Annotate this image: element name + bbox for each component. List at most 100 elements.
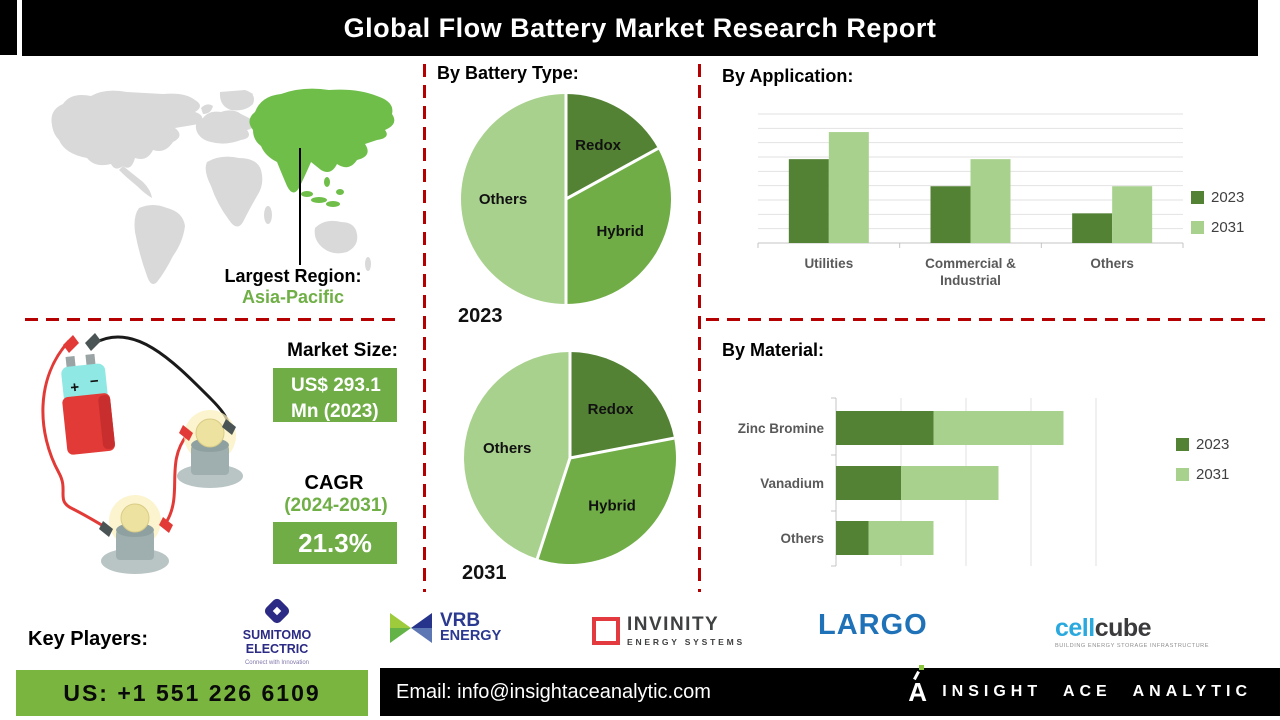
madagascar: [264, 206, 272, 224]
svg-text:+: +: [70, 379, 81, 397]
invinity-line2: ENERGY SYSTEMS: [627, 637, 745, 647]
sumitomo-line2: ELECTRIC: [245, 641, 309, 656]
page-title: Global Flow Battery Market Research Repo…: [343, 12, 937, 43]
legend-swatch-2023: [1191, 191, 1204, 204]
logo-vrb-energy: VRB ENERGY: [388, 610, 501, 646]
legend-row: 2031: [1176, 466, 1229, 483]
scandinavia: [231, 91, 253, 108]
invinity-square-icon: [592, 617, 620, 645]
continent-south-america: [134, 205, 185, 284]
divider-vertical-right: [698, 64, 701, 592]
largest-region-callout: Largest Region: Asia-Pacific: [193, 266, 393, 307]
dark-clip-2: [99, 521, 113, 537]
cagr-value-box: 21.3%: [273, 522, 397, 564]
heading-by-application: By Application:: [722, 66, 854, 86]
pie-2023-year-label: 2023: [458, 305, 503, 327]
light-bulb-2: [120, 503, 150, 533]
market-size-value-box: US$ 293.1 Mn (2023): [273, 368, 397, 422]
title-bar: Global Flow Battery Market Research Repo…: [22, 0, 1258, 56]
pie-2031-year-label: 2031: [462, 562, 507, 584]
sumitomo-tagline: Connect with Innovation: [244, 659, 310, 666]
svg-text:Others: Others: [483, 440, 531, 457]
svg-text:Zinc Bromine: Zinc Bromine: [738, 421, 825, 436]
battery: + −: [61, 353, 115, 455]
cagr-label: CAGR: [304, 472, 364, 494]
continent-north-america: [51, 90, 203, 169]
uk: [201, 104, 213, 114]
market-size-label: Market Size:: [287, 340, 398, 361]
region-asia-pacific: [249, 88, 395, 193]
red-wire-1: [41, 339, 106, 529]
cellcube-tagline: BUILDING ENERGY STORAGE INFRASTRUCTURE: [1055, 643, 1210, 649]
market-size-line1: US$ 293.1: [291, 375, 381, 396]
svg-text:Others: Others: [780, 531, 824, 546]
legend-row: 2023: [1176, 436, 1229, 453]
svg-text:−: −: [89, 373, 100, 391]
red-clip-2: [159, 517, 173, 533]
logo-largo: LARGO: [818, 609, 1280, 642]
application-legend: 2023 2031: [1191, 189, 1244, 249]
cagr-period: (2024-2031): [284, 495, 388, 516]
footer-phone: US: +1 551 226 6109: [63, 679, 321, 706]
continent-australia: [314, 220, 358, 254]
legend-label-2031: 2031: [1211, 219, 1245, 236]
material-legend: 2023 2031: [1176, 436, 1229, 496]
divider-horizontal-right: [706, 318, 1270, 321]
continent-africa: [205, 156, 263, 227]
cellcube-part2: cube: [1094, 614, 1152, 642]
world-map: [51, 88, 395, 284]
insightace-logo-icon: A: [906, 665, 930, 709]
legend-label-2031: 2031: [1196, 466, 1230, 483]
sumitomo-diamond-icon: [262, 596, 292, 626]
largo-text: LARGO: [818, 609, 928, 641]
svg-text:Hybrid: Hybrid: [588, 498, 636, 515]
central-america: [119, 166, 152, 198]
continent-europe: [195, 110, 255, 144]
legend-label-2023: 2023: [1211, 189, 1245, 206]
black-clip-1: [222, 419, 236, 435]
footer-phone-box: US: +1 551 226 6109: [16, 670, 368, 716]
legend-row: 2031: [1191, 219, 1244, 236]
footer-brand-name: INSIGHT ACE ANALYTIC: [942, 683, 1252, 700]
largest-region-label: Largest Region:: [224, 266, 362, 286]
legend-swatch-2031: [1176, 468, 1189, 481]
svg-text:Redox: Redox: [575, 137, 622, 154]
legend-label-2023: 2023: [1196, 436, 1230, 453]
logo-cellcube: cellcube BUILDING ENERGY STORAGE INFRAST…: [1055, 616, 1209, 650]
svg-text:Hybrid: Hybrid: [596, 223, 644, 240]
footer-email: Email: info@insightaceanalytic.com: [396, 680, 711, 703]
red-wire-2: [165, 434, 189, 522]
cellcube-part1: cell: [1055, 614, 1095, 642]
svg-text:Redox: Redox: [588, 401, 635, 418]
legend-swatch-2031: [1191, 221, 1204, 234]
vrb-line2: ENERGY: [440, 628, 502, 645]
red-clip-1: [179, 425, 193, 441]
light-bulb-1: [195, 418, 225, 448]
legend-swatch-2023: [1176, 438, 1189, 451]
japan: [325, 146, 337, 168]
heading-by-battery-type: By Battery Type:: [437, 63, 579, 83]
new-zealand: [365, 257, 371, 271]
titlebar-left-edge: [0, 0, 17, 55]
vrb-line1: VRB: [440, 610, 481, 632]
svg-text:Vanadium: Vanadium: [760, 476, 824, 491]
key-players-label: Key Players:: [28, 628, 149, 650]
vrb-chevron-icon: [390, 613, 432, 643]
footer-brand: A INSIGHT ACE ANALYTIC: [906, 665, 1252, 709]
svg-text:Others: Others: [479, 191, 527, 208]
invinity-line1: INVINITY: [627, 614, 720, 635]
divider-vertical-left: [423, 64, 426, 592]
battery-circuit-illustration: + −: [41, 333, 243, 574]
logo-invinity: INVINITY ENERGY SYSTEMS: [592, 615, 745, 647]
philippines: [324, 177, 330, 187]
black-battery-clip: [85, 333, 101, 351]
logo-sumitomo-electric: SUMITOMO ELECTRIC Connect with Innovatio…: [225, 596, 329, 666]
cagr-value: 21.3%: [298, 527, 372, 558]
svg-text:Utilities: Utilities: [804, 256, 853, 271]
market-size-line2: Mn (2023): [291, 400, 379, 422]
svg-text:Industrial: Industrial: [940, 273, 1001, 288]
sumitomo-line1: SUMITOMO: [242, 628, 312, 642]
red-battery-clip: [63, 335, 79, 353]
svg-text:Others: Others: [1090, 256, 1134, 271]
